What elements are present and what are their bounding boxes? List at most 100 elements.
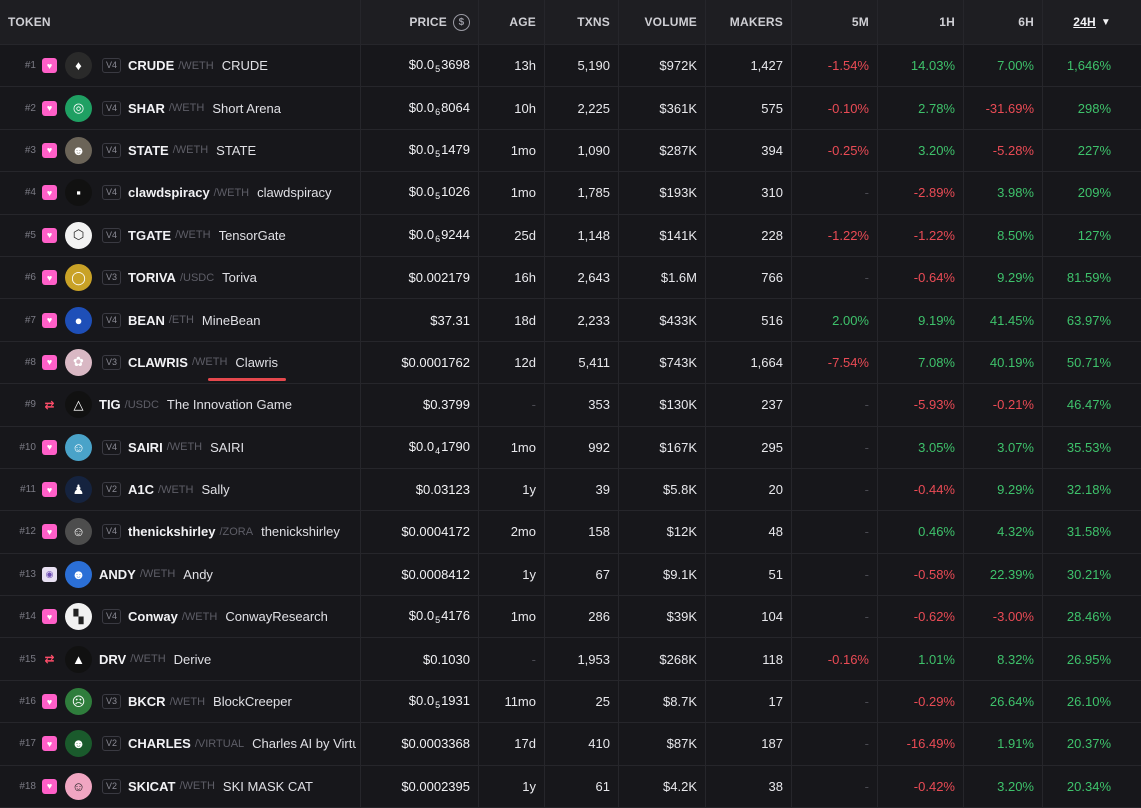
token-cell[interactable]: #6 ◯ V3 TORIVA/USDC Toriva — [0, 256, 361, 299]
token-cell[interactable]: #14 ▚ V4 Conway/WETH ConwayResearch — [0, 596, 361, 638]
change-1h-cell: -5.93% — [878, 384, 964, 426]
change-6h-cell: 22.39% — [964, 553, 1043, 596]
table-row[interactable]: #11 ♟ V2 A1C/WETH Sally $0.03123 1y 39 $5.8K 20 - -… — [0, 468, 1141, 512]
change-24h-cell-value: 127% — [1077, 227, 1111, 243]
price-digits: 3698 — [441, 57, 470, 73]
change-5m-cell: -7.54% — [792, 341, 878, 384]
token-cell[interactable]: #15 ▲ DRV/WETH Derive — [0, 638, 361, 680]
volume-cell: $12K — [619, 511, 706, 553]
token-cell[interactable]: #7 ● V4 BEAN/ETH MineBean — [0, 299, 361, 341]
change-1h-cell: 14.03% — [878, 45, 964, 87]
change-6h-cell: -5.28% — [964, 129, 1043, 172]
table-row[interactable]: #17 ☻ V2 CHARLES/VIRTUAL Charles AI by Virtu… — [0, 723, 1141, 766]
col-6h-header[interactable]: 6H — [964, 0, 1043, 44]
token-name: Toriva — [222, 270, 257, 286]
table-row[interactable]: #14 ▚ V4 Conway/WETH ConwayResearch $0.054176… — [0, 596, 1141, 639]
change-6h-cell: 9.29% — [964, 256, 1043, 299]
table-row[interactable]: #6 ◯ V3 TORIVA/USDC Toriva $0.002179 16h 2,643 $… — [0, 256, 1141, 300]
change-6h-cell-value: 8.50% — [997, 227, 1034, 243]
table-row[interactable]: #15 ▲ DRV/WETH Derive $0.1030 - 1,953 $268K 118 -… — [0, 638, 1141, 681]
volume-cell: $8.7K — [619, 680, 706, 723]
col-token-header[interactable]: TOKEN — [0, 0, 361, 44]
table-row[interactable]: #7 ● V4 BEAN/ETH MineBean $37.31 18d 2,233 $433K… — [0, 299, 1141, 342]
price-cell: $0.041790 — [361, 426, 479, 468]
age-cell-value: 16h — [514, 270, 536, 286]
table-row[interactable]: #9 △ TIG/USDC The Innovation Game $0.3799 - 35… — [0, 384, 1141, 427]
table-row[interactable]: #4▪V4clawdspiracy/WETHclawdspiracy$0.051… — [0, 172, 1141, 215]
uniswap-icon — [42, 524, 57, 540]
col-1h-header[interactable]: 1H — [878, 0, 964, 44]
token-cell[interactable]: #9 △ TIG/USDC The Innovation Game — [0, 384, 361, 426]
txns-cell-value: 5,190 — [577, 58, 610, 74]
volume-cell: $268K — [619, 638, 706, 680]
currency-toggle-icon[interactable]: $ — [453, 13, 470, 31]
change-6h-cell-value: 40.19% — [989, 354, 1034, 370]
col-volume-header[interactable]: VOLUME — [619, 0, 706, 44]
token-avatar: ◎ — [65, 94, 92, 122]
token-name: TensorGate — [218, 227, 286, 243]
price-value: $0.068064 — [409, 100, 470, 117]
uniswap-icon — [42, 227, 57, 243]
token-cell[interactable]: #11 ♟ V2 A1C/WETH Sally — [0, 468, 361, 511]
token-avatar: ♦ — [65, 52, 92, 80]
rank-label: #18 — [19, 780, 36, 792]
makers-cell: 118 — [706, 638, 792, 680]
makers-cell: 1,427 — [706, 45, 792, 87]
change-5m-cell-value: - — [864, 778, 869, 794]
token-cell[interactable]: #18 ☺ V2 SKICAT/WETH SKI MASK CAT — [0, 765, 361, 808]
token-cell[interactable]: #17 ☻ V2 CHARLES/VIRTUAL Charles AI by Virtu — [0, 723, 361, 765]
token-symbol: clawdspiracy — [128, 185, 210, 201]
table-row[interactable]: #5 ⬡ V4 TGATE/WETH TensorGate $0.069244 25d 1,1… — [0, 214, 1141, 257]
price-prefix: $0.3799 — [423, 397, 470, 413]
token-cell[interactable]: #5 ⬡ V4 TGATE/WETH TensorGate — [0, 214, 361, 256]
col-24h-header[interactable]: 24H ▼ — [1043, 0, 1119, 44]
change-6h-cell-value: 3.07% — [997, 439, 1034, 455]
volume-cell-value: $193K — [659, 185, 697, 201]
token-cell[interactable]: #16 ☹ V3 BKCR/WETH BlockCreeper — [0, 680, 361, 723]
token-symbol: TORIVA — [128, 270, 176, 286]
token-cell[interactable]: #2 ◎ V4 SHAR/WETH Short Arena — [0, 87, 361, 129]
txns-cell-value: 1,090 — [577, 142, 610, 158]
col-txns-header[interactable]: TXNS — [545, 0, 619, 44]
change-1h-cell: -0.29% — [878, 680, 964, 723]
txns-cell: 5,411 — [545, 341, 619, 384]
makers-cell-value: 104 — [761, 609, 783, 625]
change-6h-cell: 1.91% — [964, 723, 1043, 765]
col-5m-header[interactable]: 5M — [792, 0, 878, 44]
volume-cell-value: $12K — [666, 524, 697, 540]
price-cell: $0.03123 — [361, 468, 479, 511]
change-6h-cell-value: -5.28% — [992, 142, 1034, 158]
table-row[interactable]: #18 ☺ V2 SKICAT/WETH SKI MASK CAT $0.0002395 1… — [0, 765, 1141, 808]
table-row[interactable]: #8 ✿ V3 CLAWRIS/WETH Clawris $0.0001762 12d 5,4… — [0, 341, 1141, 385]
col-age-header[interactable]: AGE — [479, 0, 545, 44]
price-cell: $0.0001762 — [361, 341, 479, 384]
table-row[interactable]: #2 ◎ V4 SHAR/WETH Short Arena $0.068064 10h 2,2… — [0, 87, 1141, 130]
price-prefix: $0.1030 — [423, 651, 470, 667]
price-cell: $0.1030 — [361, 638, 479, 680]
table-row[interactable]: #16 ☹ V3 BKCR/WETH BlockCreeper $0.051931 11mo… — [0, 680, 1141, 724]
col-makers-header[interactable]: MAKERS — [706, 0, 792, 44]
change-24h-cell: 227% — [1043, 130, 1119, 171]
swap-icon — [42, 397, 57, 412]
volume-cell: $130K — [619, 384, 706, 426]
makers-cell: 766 — [706, 256, 792, 299]
token-symbol: STATE — [128, 142, 169, 158]
table-row[interactable]: #10☺V4SAIRI/WETHSAIRI$0.0417901mo992$167… — [0, 426, 1141, 469]
price-cell: $0.051931 — [361, 680, 479, 723]
table-row[interactable]: #1♦V4CRUDE/WETHCRUDE$0.05369813h5,190$97… — [0, 45, 1141, 88]
token-cell[interactable]: #8 ✿ V3 CLAWRIS/WETH Clawris — [0, 341, 361, 384]
token-cell[interactable]: #13 ☻ ANDY/WETH Andy — [0, 553, 361, 596]
makers-cell-value: 51 — [768, 566, 783, 582]
col-price-header[interactable]: PRICE $ — [361, 0, 479, 44]
token-info: #6 ◯ V3 TORIVA/USDC Toriva — [8, 257, 356, 298]
table-row[interactable]: #13 ☻ ANDY/WETH Andy $0.0008412 1y 67 $9.1K 51 - -… — [0, 553, 1141, 597]
table-row[interactable]: #3☻V4STATE/WETHSTATE$0.0514791mo1,090$28… — [0, 129, 1141, 173]
makers-cell-value: 1,427 — [750, 58, 783, 74]
